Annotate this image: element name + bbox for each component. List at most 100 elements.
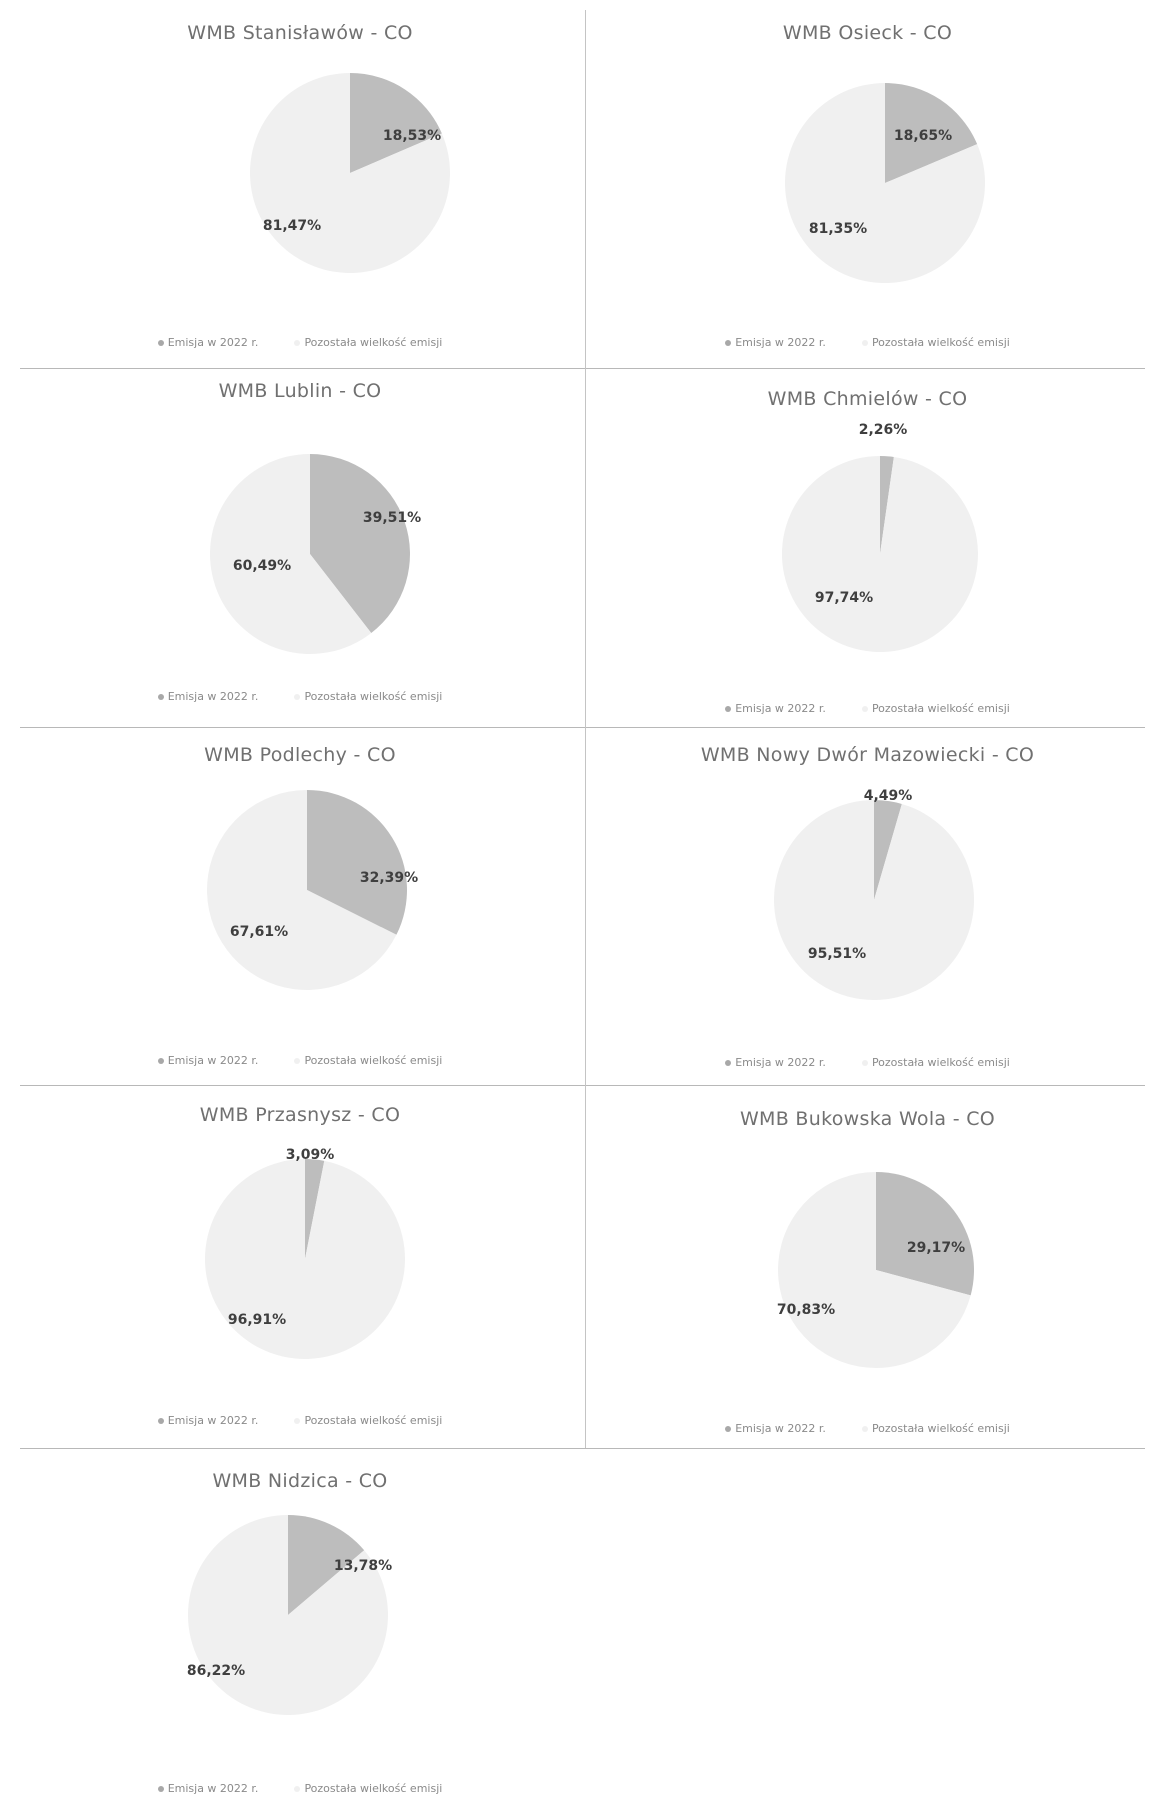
legend-item-pozostala: Pozostała wielkość emisji (294, 690, 442, 703)
chart-title: WMB Przasnysz - CO (199, 1104, 401, 1126)
pie-slice-pozostala (187, 1515, 388, 1715)
pie-chart: 39,51% 60,49% (209, 454, 421, 654)
pie-chart: 32,39% 67,61% (206, 790, 418, 990)
column-divider (585, 10, 586, 1448)
chart-legend: Emisja w 2022 r. Pozostała wielkość emisj… (30, 336, 570, 349)
legend-swatch (294, 340, 301, 346)
data-label-pozostala: 86,22% (187, 1663, 245, 1679)
data-label-pozostala: 96,91% (228, 1312, 286, 1328)
pie-slice-emisja (307, 790, 407, 935)
chart-legend: Emisja w 2022 r. Pozostała wielkość emisj… (590, 1422, 1145, 1435)
chart-legend: Emisja w 2022 r. Pozostała wielkość emisj… (30, 1414, 570, 1427)
legend-label: Pozostała wielkość emisji (304, 1782, 443, 1795)
legend-swatch (294, 1418, 301, 1424)
legend-item-pozostala: Pozostała wielkość emisji (861, 702, 1010, 715)
legend-swatch (157, 694, 164, 700)
legend-item-emisja: Emisja w 2022 r. (725, 1422, 826, 1435)
row-divider (20, 1085, 1145, 1086)
pie-slice-pozostala (778, 1172, 971, 1368)
pie-chart: 3,09% 96,91% (204, 1147, 405, 1359)
legend-item-pozostala: Pozostała wielkość emisji (294, 1054, 442, 1067)
chart-legend: Emisja w 2022 r. Pozostała wielkość emisj… (30, 1054, 570, 1067)
legend-swatch (725, 706, 732, 712)
data-label-emisja: 29,17% (907, 1240, 965, 1256)
pie-chart: 29,17% 70,83% (777, 1172, 975, 1368)
row-divider (20, 1448, 1145, 1449)
legend-item-emisja: Emisja w 2022 r. (725, 702, 826, 715)
chart-legend: Emisja w 2022 r. Pozostała wielkość emisj… (590, 336, 1145, 349)
chart-legend: Emisja w 2022 r. Pozostała wielkość emisj… (590, 702, 1145, 715)
pie-slice-pozostala (774, 800, 975, 1000)
legend-label: Emisja w 2022 r. (167, 1782, 259, 1795)
legend-label: Pozostała wielkość emisji (304, 690, 443, 703)
pie-chart-panel: WMB Chmielów - CO 2,26% 97,74% Emisja w 202… (590, 372, 1145, 722)
legend-item-pozostala: Pozostała wielkość emisji (294, 1414, 442, 1427)
data-label-pozostala: 70,83% (777, 1302, 835, 1318)
legend-label: Pozostała wielkość emisji (871, 1422, 1010, 1435)
row-divider (20, 368, 1145, 369)
pie-chart-panel: WMB Lublin - CO 39,51% 60,49% Emisja w 2022… (30, 372, 570, 722)
chart-legend: Emisja w 2022 r. Pozostała wielkość emisj… (590, 1056, 1145, 1069)
data-label-pozostala: 95,51% (808, 946, 866, 962)
legend-label: Pozostała wielkość emisji (304, 336, 443, 349)
data-label-pozostala: 60,49% (233, 558, 291, 574)
chart-legend: Emisja w 2022 r. Pozostała wielkość emisj… (30, 1782, 570, 1795)
legend-item-pozostala: Pozostała wielkość emisji (861, 1422, 1010, 1435)
legend-swatch (861, 1426, 868, 1432)
pie-chart: 18,53% 81,47% (249, 73, 450, 273)
data-label-emisja: 18,53% (383, 128, 441, 144)
pie-chart-panel: WMB Bukowska Wola - CO 29,17% 70,83% Emisja… (590, 1092, 1145, 1444)
pie-slice-pozostala (785, 83, 986, 283)
chart-title: WMB Osieck - CO (782, 22, 953, 44)
legend-item-emisja: Emisja w 2022 r. (157, 336, 258, 349)
legend-item-emisja: Emisja w 2022 r. (157, 690, 258, 703)
pie-slice-emisja (876, 1172, 975, 1296)
legend-item-emisja: Emisja w 2022 r. (157, 1054, 259, 1067)
legend-item-emisja: Emisja w 2022 r. (157, 1782, 259, 1795)
pie-chart-panel: WMB Nidzica - CO 13,78% 86,22% Emisja w 202… (30, 1452, 570, 1795)
legend-item-pozostala: Pozostała wielkość emisji (294, 336, 442, 349)
legend-swatch (294, 1786, 301, 1792)
legend-label: Pozostała wielkość emisji (304, 1054, 443, 1067)
chart-title: WMB Stanisławów - CO (187, 22, 413, 44)
data-label-pozostala: 67,61% (230, 924, 288, 940)
chart-title: WMB Chmielów - CO (767, 388, 968, 410)
chart-title: WMB Nidzica - CO (212, 1470, 388, 1492)
legend-swatch (157, 1058, 164, 1064)
data-label-emisja: 32,39% (360, 870, 418, 886)
legend-item-pozostala: Pozostała wielkość emisji (861, 1056, 1010, 1069)
pie-chart-panel: WMB Osieck - CO 18,65% 81,35% Emisja w 2022… (590, 8, 1145, 363)
pie-slice-emisja (880, 456, 894, 554)
pie-chart-panel: WMB Przasnysz - CO 3,09% 96,91% Emisja w 20… (30, 1092, 570, 1444)
legend-label: Emisja w 2022 r. (735, 1056, 826, 1069)
legend-swatch (861, 340, 868, 346)
pie-slice-pozostala (209, 454, 372, 654)
legend-item-pozostala: Pozostała wielkość emisji (294, 1782, 442, 1795)
data-label-pozostala: 97,74% (815, 590, 873, 606)
legend-item-emisja: Emisja w 2022 r. (725, 336, 826, 349)
legend-label: Emisja w 2022 r. (735, 1422, 826, 1435)
legend-label: Emisja w 2022 r. (167, 1414, 259, 1427)
legend-label: Emisja w 2022 r. (735, 336, 826, 349)
data-label-pozostala: 81,35% (809, 221, 867, 237)
pie-chart-panel: WMB Nowy Dwór Mazowiecki - CO 4,49% 95,51%… (590, 732, 1145, 1082)
pie-slice-emisja (874, 800, 902, 900)
pie-chart-panel: WMB Podlechy - CO 32,39% 67,61% Emisja w 20… (30, 732, 570, 1082)
legend-swatch (157, 1786, 164, 1792)
pie-chart: 13,78% 86,22% (187, 1515, 392, 1715)
pie-chart-panel: WMB Stanisławów - CO 18,53% 81,47% Emisja w… (30, 8, 570, 363)
legend-label: Pozostała wielkość emisji (871, 336, 1010, 349)
legend-swatch (157, 1418, 164, 1424)
chart-title: WMB Lublin - CO (218, 380, 382, 402)
chart-title: WMB Podlechy - CO (204, 744, 396, 766)
legend-swatch (725, 340, 732, 346)
legend-swatch (294, 694, 301, 700)
legend-label: Pozostała wielkość emisji (871, 702, 1010, 715)
data-label-pozostala: 81,47% (263, 218, 321, 234)
pie-slice-pozostala (781, 456, 978, 652)
legend-label: Emisja w 2022 r. (167, 1054, 259, 1067)
row-divider (20, 727, 1145, 728)
legend-swatch (294, 1058, 301, 1064)
legend-item-emisja: Emisja w 2022 r. (157, 1414, 259, 1427)
data-label-emisja: 13,78% (334, 1558, 392, 1574)
